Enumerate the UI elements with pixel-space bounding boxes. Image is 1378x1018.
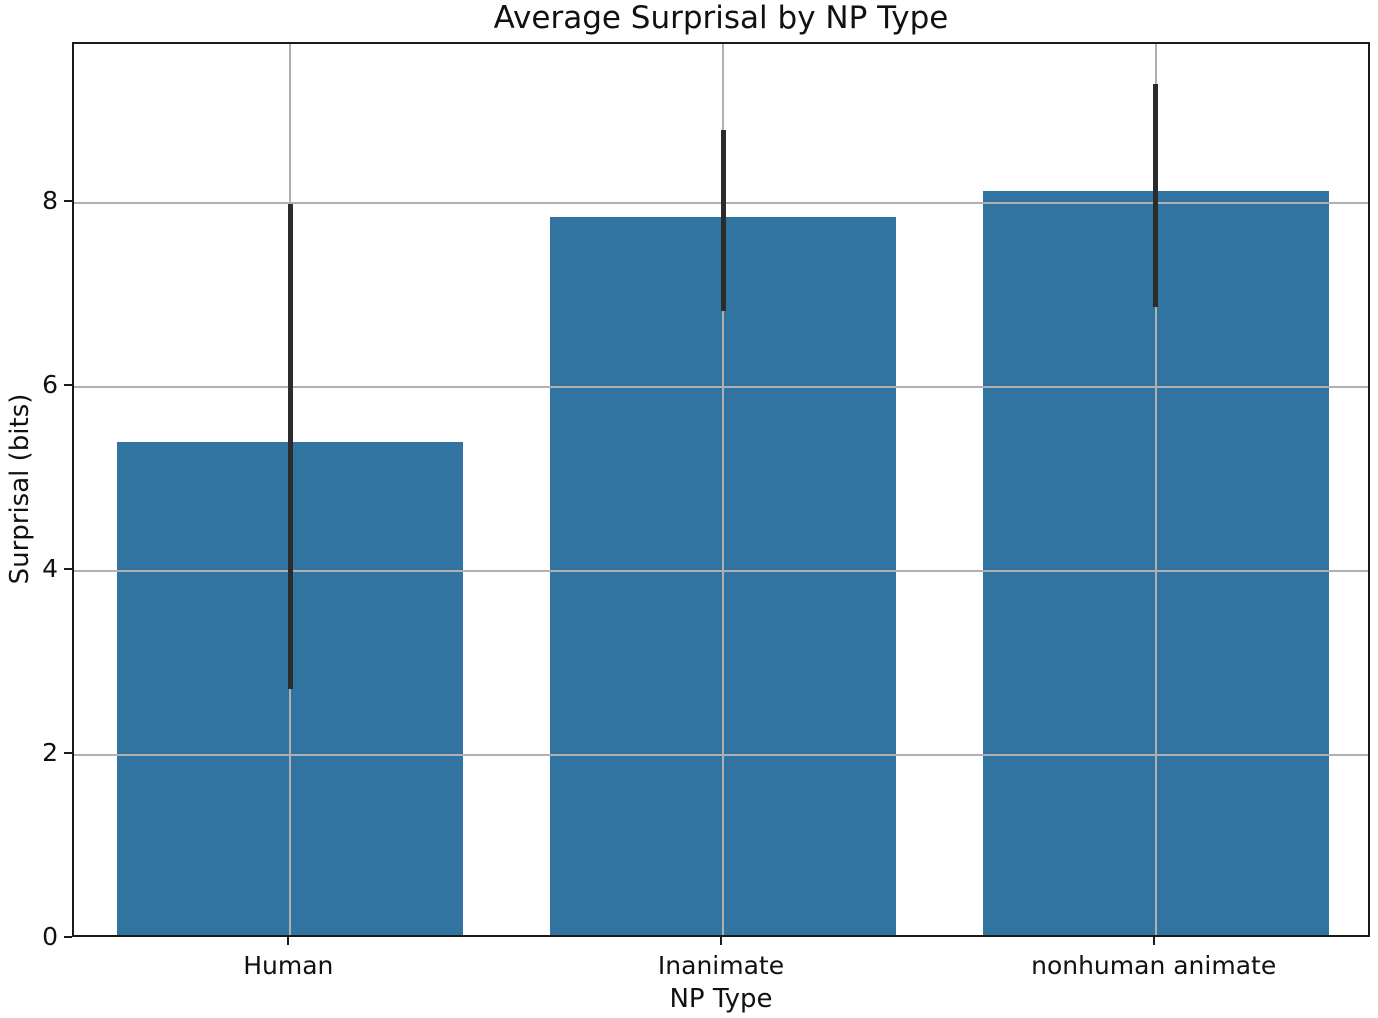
y-tick-label: 4 <box>42 554 58 584</box>
error-bar <box>721 130 726 311</box>
y-tick-mark <box>64 752 72 755</box>
horizontal-gridline <box>74 570 1368 573</box>
x-tick-label: Human <box>243 951 334 980</box>
x-tick-label: nonhuman animate <box>1031 951 1277 980</box>
y-tick-mark <box>64 200 72 203</box>
x-tick-mark <box>287 937 290 945</box>
plot-area <box>72 42 1370 937</box>
y-tick-label: 0 <box>42 922 58 951</box>
error-bar <box>288 204 293 689</box>
y-tick-mark <box>64 568 72 571</box>
error-bar <box>1153 84 1158 307</box>
y-tick-label: 8 <box>42 186 58 216</box>
y-tick-label: 6 <box>42 370 58 400</box>
horizontal-gridline <box>74 386 1368 389</box>
vertical-gridline <box>1154 44 1157 935</box>
x-tick-mark <box>1152 937 1155 945</box>
horizontal-gridline <box>74 754 1368 757</box>
x-tick-mark <box>720 937 722 945</box>
x-axis-label: NP Type <box>669 984 773 1014</box>
y-tick-mark <box>64 384 72 387</box>
chart-title: Average Surprisal by NP Type <box>493 0 949 36</box>
vertical-gridline <box>722 44 724 935</box>
x-tick-label: Inanimate <box>657 951 785 980</box>
y-tick-mark <box>64 936 72 938</box>
y-tick-label: 2 <box>42 738 58 768</box>
